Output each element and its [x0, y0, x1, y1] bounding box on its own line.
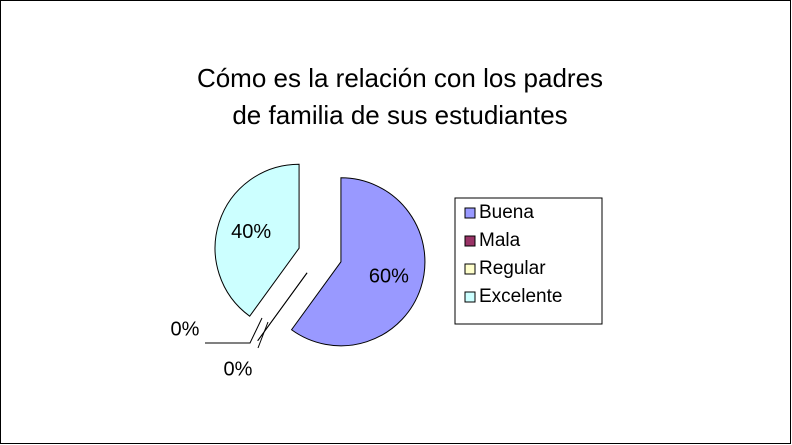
legend-swatch — [464, 263, 476, 275]
data-label: 0% — [171, 318, 200, 340]
chart-title: Cómo es la relación con los padres de fam… — [197, 63, 603, 130]
legend-label: Buena — [479, 202, 534, 223]
pie-slice — [214, 163, 300, 317]
leader-line — [205, 317, 263, 344]
legend-swatch — [464, 235, 476, 247]
data-label: 0% — [224, 358, 253, 380]
legend-swatch — [464, 207, 476, 219]
legend-swatch — [464, 291, 476, 303]
legend-label: Mala — [479, 230, 521, 251]
legend-label: Excelente — [479, 286, 562, 307]
data-label: 60% — [369, 266, 409, 288]
legend-box — [454, 197, 603, 325]
data-label: 40% — [231, 221, 271, 243]
legend-label: Regular — [479, 258, 546, 279]
pie-slice — [257, 272, 308, 342]
leader-line — [257, 321, 269, 349]
pie-slice — [290, 177, 426, 347]
